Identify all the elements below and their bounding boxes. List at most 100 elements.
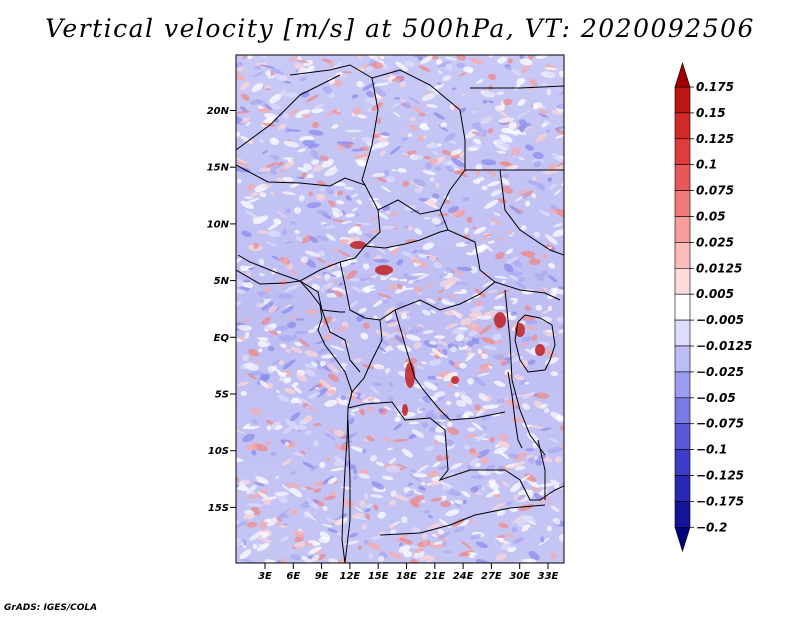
updraft-core <box>494 312 506 328</box>
field-patch <box>337 326 348 332</box>
field-patch <box>353 358 362 363</box>
colorbar-bin <box>674 86 691 114</box>
field-patch <box>445 488 461 497</box>
field-patch <box>316 209 329 215</box>
field-patch <box>546 329 554 333</box>
field-patch <box>535 304 543 311</box>
field-patch <box>506 66 512 71</box>
field-patch <box>286 129 302 132</box>
field-patch <box>311 361 318 367</box>
field-patch <box>384 314 393 322</box>
field-patch <box>549 552 558 559</box>
field-patch <box>462 499 467 505</box>
field-patch <box>547 447 563 453</box>
field-patch <box>308 129 324 136</box>
field-patch <box>307 174 314 179</box>
field-patch <box>305 368 316 377</box>
field-patch <box>509 205 522 215</box>
field-patch <box>518 515 534 524</box>
field-patch <box>385 367 391 374</box>
field-patch <box>276 177 283 183</box>
field-patch <box>540 316 553 323</box>
field-patch <box>497 289 511 295</box>
field-patch <box>313 274 323 279</box>
field-patch <box>387 396 395 401</box>
field-patch <box>352 469 358 474</box>
lat-label: 10N <box>207 219 230 230</box>
field-patch <box>437 465 448 470</box>
field-patch <box>383 406 392 411</box>
field-patch <box>261 317 272 325</box>
field-patch <box>559 538 564 543</box>
field-patch <box>552 517 561 526</box>
field-patch <box>307 391 321 399</box>
field-patch <box>497 535 506 539</box>
field-patch <box>424 162 433 170</box>
field-patch <box>336 144 346 151</box>
field-patch <box>476 315 492 320</box>
field-patch <box>327 477 338 485</box>
field-patch <box>456 266 473 272</box>
field-patch <box>356 114 368 119</box>
field-patch <box>367 107 373 113</box>
field-patch <box>467 427 476 432</box>
field-patch <box>295 235 303 242</box>
field-patch <box>332 279 339 284</box>
field-patch <box>295 318 305 321</box>
field-patch <box>251 83 264 93</box>
field-patch <box>503 98 513 106</box>
field-patch <box>267 365 275 373</box>
field-patch <box>542 169 559 175</box>
field-patch <box>366 406 376 412</box>
field-patch <box>382 436 391 443</box>
field-patch <box>265 162 278 168</box>
field-patch <box>256 62 261 66</box>
field-patch <box>265 241 277 247</box>
field-patch <box>401 516 408 524</box>
field-patch <box>380 185 392 193</box>
field-patch <box>269 154 275 158</box>
field-patch <box>241 230 252 238</box>
field-patch <box>427 470 440 478</box>
field-patch <box>293 452 305 457</box>
field-patch <box>546 246 552 251</box>
field-patch <box>554 126 564 130</box>
field-patch <box>516 77 526 86</box>
field-patch <box>513 84 521 91</box>
field-patch <box>497 56 508 64</box>
field-patch <box>529 425 544 429</box>
field-patch <box>328 200 336 207</box>
field-patch <box>482 280 495 288</box>
field-patch <box>290 412 301 422</box>
field-patch <box>510 147 521 156</box>
field-patch <box>445 63 453 71</box>
field-patch <box>499 134 513 143</box>
lon-label: 9E <box>315 571 329 582</box>
field-patch <box>383 169 390 177</box>
field-patch <box>455 413 463 420</box>
field-patch <box>475 410 485 416</box>
field-patch <box>309 236 319 243</box>
field-patch <box>546 129 551 133</box>
field-patch <box>308 191 313 197</box>
field-patch <box>434 335 446 339</box>
field-patch <box>407 133 413 138</box>
field-patch <box>376 366 387 370</box>
field-patch <box>390 529 397 535</box>
updraft-core <box>535 344 545 356</box>
field-patch <box>338 558 346 563</box>
colorbar-bin <box>674 371 691 399</box>
field-patch <box>493 493 502 498</box>
field-patch <box>541 310 549 315</box>
field-patch <box>253 242 259 249</box>
field-patch <box>264 559 278 563</box>
field-patch <box>239 549 252 560</box>
field-patch <box>372 133 382 139</box>
field-patch <box>423 509 430 515</box>
field-patch <box>246 484 258 494</box>
field-patch <box>244 363 259 371</box>
field-patch <box>558 326 564 334</box>
field-patch <box>358 277 374 282</box>
field-patch <box>512 300 518 305</box>
field-patch <box>363 492 369 500</box>
